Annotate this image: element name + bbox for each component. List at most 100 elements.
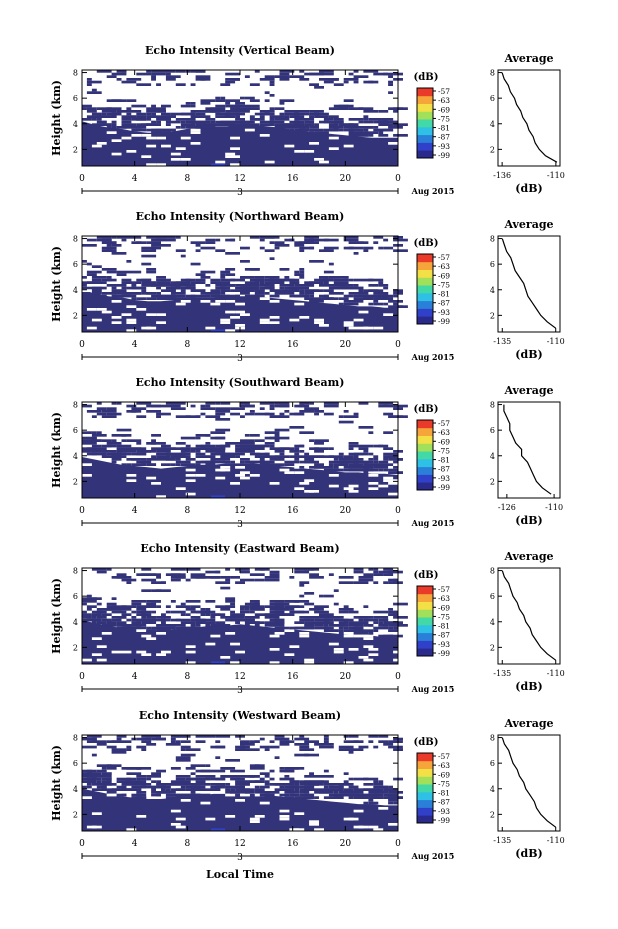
echo-cell xyxy=(284,463,295,466)
echo-cell xyxy=(373,126,379,129)
echo-cell xyxy=(131,785,147,789)
echo-gap xyxy=(314,828,324,831)
echo-cell xyxy=(358,618,364,622)
echo-cell xyxy=(175,783,186,786)
echo-cell xyxy=(165,297,181,300)
echo-cell xyxy=(323,270,334,274)
echo-cell xyxy=(388,608,393,611)
echo-cell xyxy=(388,793,393,797)
echo-cell xyxy=(244,788,255,791)
echo-cell xyxy=(101,439,112,442)
echo-gap xyxy=(111,152,122,156)
echo-cell xyxy=(116,236,127,239)
echo-cell xyxy=(121,434,132,437)
echo-cell xyxy=(294,286,310,290)
echo-cell xyxy=(126,404,137,408)
echo-cell xyxy=(156,404,166,408)
echo-cell xyxy=(274,241,285,244)
echo-cell xyxy=(368,799,374,802)
echo-cell xyxy=(205,284,211,287)
echo-cell xyxy=(215,412,226,416)
echo-cell xyxy=(309,110,319,113)
y-tick-label: 8 xyxy=(73,567,78,576)
echo-cell xyxy=(106,407,117,410)
echo-cell xyxy=(146,241,161,244)
echo-cell xyxy=(200,412,206,416)
echo-cell xyxy=(314,783,319,786)
colorbar-tick-label: -57 xyxy=(438,253,450,262)
echo-cell xyxy=(91,740,107,743)
echo-cell xyxy=(338,302,344,306)
echo-gap xyxy=(215,476,226,480)
echo-gap xyxy=(259,134,270,137)
echo-cell xyxy=(96,118,102,121)
echo-cell xyxy=(161,70,176,73)
colorbar-tick-label: -93 xyxy=(438,474,450,483)
echo-cell xyxy=(136,115,147,118)
y-tick-label: 8 xyxy=(73,235,78,244)
echo-cell xyxy=(161,447,176,450)
echo-cell xyxy=(358,107,364,110)
echo-cell xyxy=(309,568,314,571)
echo-cell xyxy=(116,402,122,405)
echo-cell xyxy=(185,297,201,300)
echo-cell xyxy=(126,270,142,274)
echo-cell xyxy=(225,759,240,762)
echo-cell xyxy=(200,621,216,624)
echo-cell xyxy=(131,458,147,461)
echo-cell xyxy=(116,444,127,448)
echo-strong-patch xyxy=(211,163,226,166)
echo-cell xyxy=(165,605,171,608)
echo-cell xyxy=(151,772,161,775)
echo-cell xyxy=(91,447,107,450)
echo-cell xyxy=(259,284,275,287)
echo-cell xyxy=(230,278,245,282)
colorbar-tick-label: -69 xyxy=(438,603,450,612)
colorbar-segment xyxy=(417,482,433,491)
echo-cell xyxy=(363,131,379,134)
echo-cell xyxy=(151,294,161,298)
echo-cell xyxy=(161,104,171,108)
echo-cell xyxy=(264,99,270,102)
colorbar-tick-label: -87 xyxy=(438,798,450,807)
echo-cell xyxy=(259,123,275,126)
echo-cell xyxy=(353,294,359,298)
echo-cell xyxy=(116,616,122,619)
echo-cell xyxy=(136,793,142,797)
echo-gap xyxy=(101,632,112,635)
echo-cell xyxy=(121,439,127,442)
echo-gap xyxy=(121,313,132,316)
echo-cell xyxy=(101,110,117,113)
echo-cell xyxy=(106,624,117,627)
echo-cell xyxy=(348,610,359,614)
echo-cell xyxy=(136,112,147,116)
echo-cell xyxy=(225,578,231,582)
echo-cell xyxy=(225,268,236,271)
echo-gap xyxy=(363,645,374,648)
echo-cell xyxy=(323,120,339,124)
echo-cell xyxy=(388,613,398,616)
echo-cell xyxy=(225,112,240,116)
echo-gap xyxy=(180,136,191,140)
echo-cell xyxy=(353,632,369,635)
echo-cell xyxy=(215,112,231,116)
echo-cell xyxy=(378,573,384,576)
echo-cell xyxy=(136,767,152,770)
x-tick-label: 20 xyxy=(340,839,352,849)
echo-cell xyxy=(363,466,374,469)
profile-x-tick-label: -135 xyxy=(493,836,511,845)
echo-cell xyxy=(165,128,176,132)
echo-gap xyxy=(279,468,290,472)
echo-cell xyxy=(165,72,171,76)
echo-cell xyxy=(225,785,240,789)
echo-cell xyxy=(116,112,122,116)
echo-cell xyxy=(348,468,354,472)
echo-cell xyxy=(328,292,344,295)
echo-cell xyxy=(259,772,270,775)
echo-cell xyxy=(170,767,181,770)
echo-cell xyxy=(82,745,97,749)
x-tick-label: 20 xyxy=(340,340,352,350)
echo-cell xyxy=(373,463,384,466)
echo-cell xyxy=(146,402,152,405)
echo-cell xyxy=(309,439,314,442)
